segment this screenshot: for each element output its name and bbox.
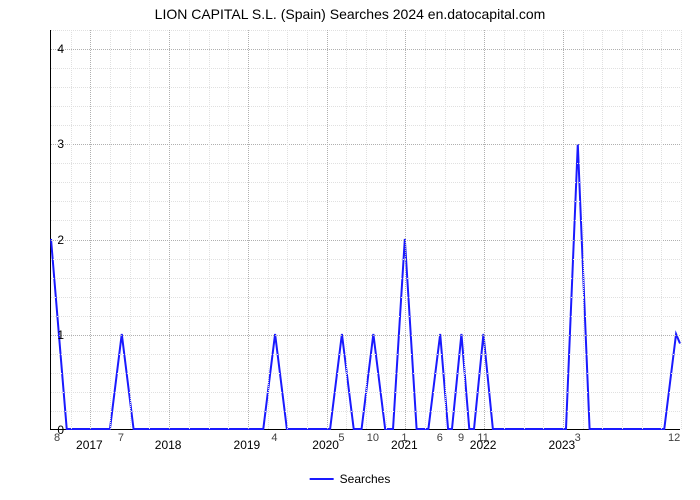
gridline-x-minor bbox=[287, 30, 288, 429]
x-tick-label: 2018 bbox=[155, 438, 182, 452]
gridline-x-minor bbox=[386, 30, 387, 429]
gridline-x-minor bbox=[110, 30, 111, 429]
gridline-x-minor bbox=[661, 30, 662, 429]
gridline-x-minor bbox=[445, 30, 446, 429]
y-tick-label: 2 bbox=[34, 233, 64, 247]
gridline-x-major bbox=[169, 30, 170, 429]
plot-area bbox=[50, 30, 680, 430]
y-tick-label: 4 bbox=[34, 42, 64, 56]
chart-root: LION CAPITAL S.L. (Spain) Searches 2024 … bbox=[0, 0, 700, 500]
gridline-x-minor bbox=[149, 30, 150, 429]
gridline-x-minor bbox=[366, 30, 367, 429]
legend-swatch bbox=[310, 478, 334, 480]
chart-title: LION CAPITAL S.L. (Spain) Searches 2024 … bbox=[0, 6, 700, 22]
gridline-x-minor bbox=[583, 30, 584, 429]
gridline-x-major bbox=[327, 30, 328, 429]
gridline-x-minor bbox=[346, 30, 347, 429]
y-tick-label: 3 bbox=[34, 137, 64, 151]
gridline-x-minor bbox=[425, 30, 426, 429]
gridline-x-minor bbox=[71, 30, 72, 429]
gridline-x-minor bbox=[130, 30, 131, 429]
gridline-x-major bbox=[405, 30, 406, 429]
baseline-label-left: 8 bbox=[54, 432, 60, 444]
x-tick-label: 2017 bbox=[76, 438, 103, 452]
gridline-x-minor bbox=[307, 30, 308, 429]
gridline-x-minor bbox=[268, 30, 269, 429]
gridline-x-minor bbox=[504, 30, 505, 429]
gridline-x-minor bbox=[681, 30, 682, 429]
x-tick-label: 2023 bbox=[549, 438, 576, 452]
legend-label: Searches bbox=[340, 472, 391, 486]
gridline-x-minor bbox=[464, 30, 465, 429]
peak-label: 11 bbox=[477, 432, 488, 444]
peak-label: 7 bbox=[118, 432, 124, 444]
peak-label: 3 bbox=[575, 432, 581, 444]
gridline-x-minor bbox=[209, 30, 210, 429]
peak-label: 5 bbox=[338, 432, 344, 444]
gridline-x-major bbox=[248, 30, 249, 429]
peak-label: 4 bbox=[271, 432, 277, 444]
gridline-x-minor bbox=[642, 30, 643, 429]
peak-label: 9 bbox=[458, 432, 464, 444]
gridline-x-minor bbox=[228, 30, 229, 429]
gridline-x-minor bbox=[602, 30, 603, 429]
gridline-x-minor bbox=[543, 30, 544, 429]
gridline-x-major bbox=[90, 30, 91, 429]
legend: Searches bbox=[310, 472, 391, 486]
peak-label: 6 bbox=[437, 432, 443, 444]
gridline-x-major bbox=[563, 30, 564, 429]
gridline-x-minor bbox=[622, 30, 623, 429]
gridline-x-minor bbox=[189, 30, 190, 429]
y-tick-label: 1 bbox=[34, 328, 64, 342]
peak-label: 10 bbox=[367, 432, 379, 444]
gridline-x-minor bbox=[524, 30, 525, 429]
baseline-label-right: 12 bbox=[668, 432, 680, 444]
gridline-x-major bbox=[484, 30, 485, 429]
x-tick-label: 2019 bbox=[234, 438, 261, 452]
x-tick-label: 2020 bbox=[312, 438, 339, 452]
peak-label: 1 bbox=[401, 432, 407, 444]
